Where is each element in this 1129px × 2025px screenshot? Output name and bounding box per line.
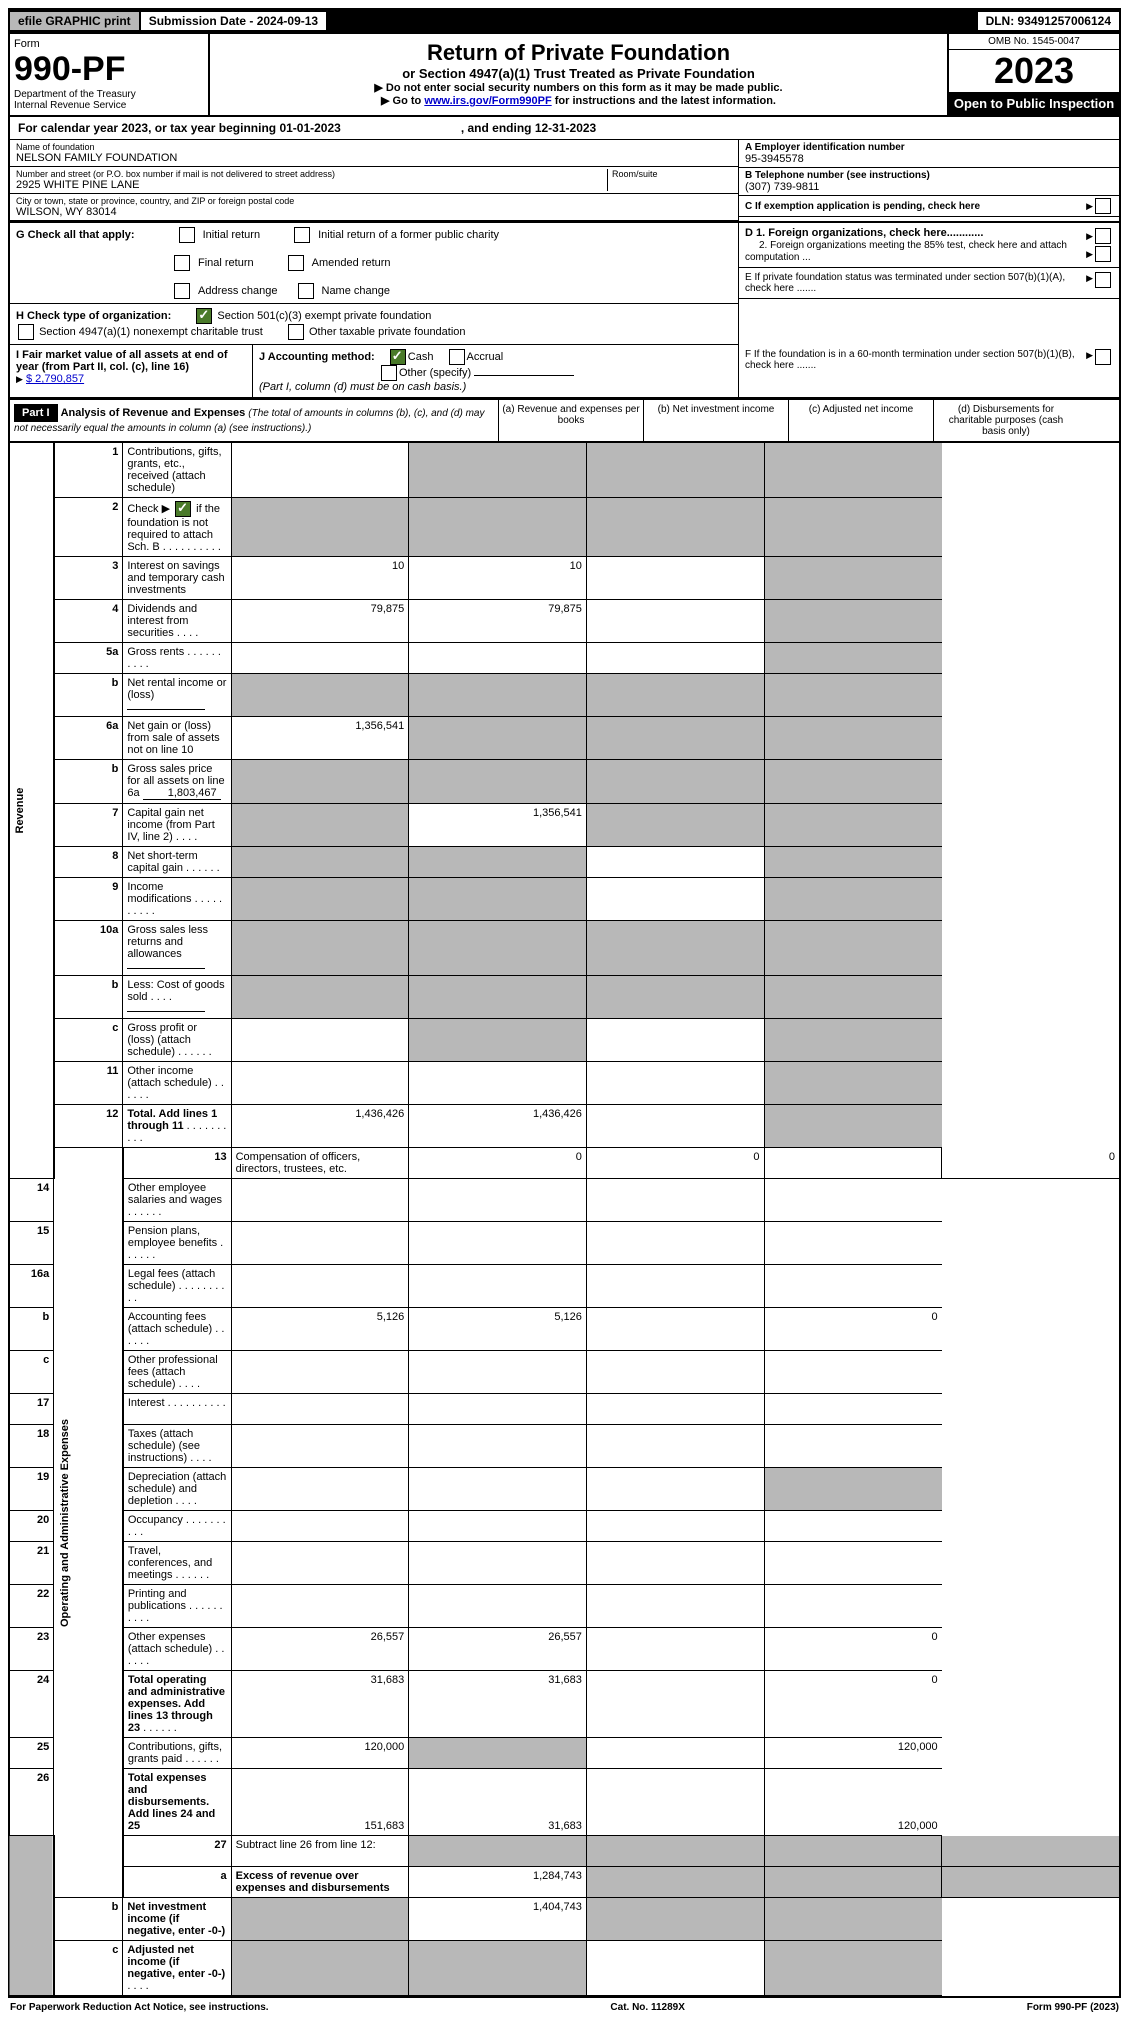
h2-checkbox[interactable] [18, 324, 34, 340]
irs-link[interactable]: www.irs.gov/Form990PF [424, 95, 551, 107]
submission-date: Submission Date - 2024-09-13 [141, 12, 328, 30]
paperwork-notice: For Paperwork Reduction Act Notice, see … [10, 2002, 269, 2013]
expenses-side-label: Operating and Administrative Expenses [54, 1148, 123, 1898]
g6-checkbox[interactable] [298, 283, 314, 299]
l2-checkbox[interactable] [175, 501, 191, 517]
address: 2925 WHITE PINE LANE [16, 179, 607, 191]
j-other-checkbox[interactable] [381, 365, 397, 381]
top-bar: efile GRAPHIC print Submission Date - 20… [8, 8, 1121, 34]
analysis-table: Revenue 1Contributions, gifts, grants, e… [8, 443, 1121, 1996]
col-a-head: (a) Revenue and expenses per books [498, 400, 643, 441]
phone: (307) 739-9811 [745, 181, 1113, 193]
arrow-icon [1086, 349, 1093, 371]
open-public: Open to Public Inspection [949, 92, 1119, 115]
cat-no: Cat. No. 11289X [610, 2002, 684, 2013]
arrow-icon [1086, 248, 1093, 260]
form-subtitle: or Section 4947(a)(1) Trust Treated as P… [220, 66, 937, 81]
d2-checkbox[interactable] [1095, 246, 1111, 262]
j-cash-checkbox[interactable] [390, 349, 406, 365]
g3-checkbox[interactable] [174, 255, 190, 271]
room-label: Room/suite [612, 169, 732, 179]
form-number: 990-PF [14, 50, 204, 89]
g4-checkbox[interactable] [288, 255, 304, 271]
name-label: Name of foundation [16, 142, 732, 152]
arrow-icon [1086, 201, 1093, 212]
form-label: Form [14, 38, 204, 50]
identity-block: Name of foundation NELSON FAMILY FOUNDAT… [8, 140, 1121, 223]
col-d-head: (d) Disbursements for charitable purpose… [933, 400, 1078, 441]
g5-checkbox[interactable] [174, 283, 190, 299]
e-checkbox[interactable] [1095, 272, 1111, 288]
form-header: Form 990-PF Department of the Treasury I… [8, 34, 1121, 117]
city-label: City or town, state or province, country… [16, 196, 732, 206]
c-checkbox[interactable] [1095, 198, 1111, 214]
addr-label: Number and street (or P.O. box number if… [16, 169, 607, 179]
part-i-label: Part I [14, 404, 58, 422]
form-title: Return of Private Foundation [220, 40, 937, 66]
g2-checkbox[interactable] [294, 227, 310, 243]
part-i-title: Analysis of Revenue and Expenses [61, 407, 246, 419]
goto-link-row: ▶ Go to www.irs.gov/Form990PF for instru… [220, 94, 937, 107]
c-label: C If exemption application is pending, c… [745, 201, 1086, 212]
tax-year: 2023 [949, 50, 1119, 92]
phone-label: B Telephone number (see instructions) [745, 170, 1113, 181]
f-label: F If the foundation is in a 60-month ter… [745, 349, 1086, 371]
h-label: H Check type of organization: [16, 310, 171, 322]
arrow-icon [1086, 272, 1093, 294]
d2-label: 2. Foreign organizations meeting the 85%… [745, 240, 1067, 263]
city: WILSON, WY 83014 [16, 206, 732, 218]
col-b-head: (b) Net investment income [643, 400, 788, 441]
foundation-name: NELSON FAMILY FOUNDATION [16, 152, 732, 164]
page-footer: For Paperwork Reduction Act Notice, see … [8, 1996, 1121, 2017]
dept-treasury: Department of the Treasury [14, 89, 204, 100]
d1-checkbox[interactable] [1095, 228, 1111, 244]
h1-checkbox[interactable] [196, 308, 212, 324]
j-label: J Accounting method: [259, 351, 375, 363]
cal-end: , and ending 12-31-2023 [461, 121, 596, 135]
g-label: G Check all that apply: [16, 229, 135, 241]
efile-print[interactable]: efile GRAPHIC print [10, 12, 141, 30]
j-accrual-checkbox[interactable] [449, 349, 465, 365]
ein: 95-3945578 [745, 153, 1113, 165]
form-ref: Form 990-PF (2023) [1027, 2002, 1119, 2013]
e-label: E If private foundation status was termi… [745, 272, 1086, 294]
f-checkbox[interactable] [1095, 349, 1111, 365]
g1-checkbox[interactable] [179, 227, 195, 243]
ssn-warning: ▶ Do not enter social security numbers o… [220, 81, 937, 94]
d1-label: D 1. Foreign organizations, check here..… [745, 227, 983, 239]
ein-label: A Employer identification number [745, 142, 1113, 153]
cal-begin: For calendar year 2023, or tax year begi… [18, 121, 341, 135]
revenue-side-label: Revenue [9, 443, 54, 1179]
h3-checkbox[interactable] [288, 324, 304, 340]
irs-label: Internal Revenue Service [14, 100, 204, 111]
dln: DLN: 93491257006124 [978, 12, 1119, 30]
col-c-head: (c) Adjusted net income [788, 400, 933, 441]
omb-number: OMB No. 1545-0047 [949, 34, 1119, 50]
fmv-value[interactable]: $ 2,790,857 [26, 373, 84, 385]
arrow-icon [1086, 230, 1093, 242]
calendar-year-row: For calendar year 2023, or tax year begi… [8, 117, 1121, 140]
part-i-header: Part I Analysis of Revenue and Expenses … [8, 399, 1121, 443]
i-label: I Fair market value of all assets at end… [16, 349, 228, 373]
j-note: (Part I, column (d) must be on cash basi… [259, 381, 466, 393]
arrow-icon [16, 373, 23, 385]
